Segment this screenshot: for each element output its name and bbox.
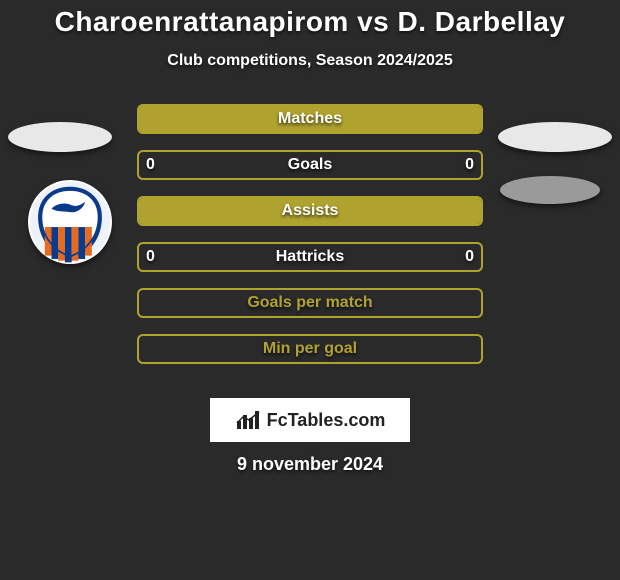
bar-chart-icon [235,409,261,431]
stat-bar-track: Matches [137,104,483,134]
stat-row: 00Goals [0,150,620,180]
stat-row: Goals per match [0,288,620,318]
stat-bar-track: Assists [137,196,483,226]
footer-date: 9 november 2024 [0,454,620,475]
stat-row: 81Matches [0,104,620,134]
stat-label: Goals per match [139,290,481,316]
stat-bar-track: Min per goal [137,334,483,364]
stat-row: Min per goal [0,334,620,364]
stat-bar-right-fill [443,106,481,132]
stat-bar-left-fill [139,198,370,224]
stat-bar-track: Goals [137,150,483,180]
stat-bar-track: Hattricks [137,242,483,272]
stat-label: Min per goal [139,336,481,362]
stat-row: 00Hattricks [0,242,620,272]
stat-label: Goals [139,152,481,178]
stat-bar-right-fill [366,198,481,224]
stat-bar-left-fill [139,106,447,132]
page-title: Charoenrattanapirom vs D. Darbellay [0,0,620,38]
stat-label: Hattricks [139,244,481,270]
stat-row: 21Assists [0,196,620,226]
page-subtitle: Club competitions, Season 2024/2025 [0,52,620,70]
branding-banner[interactable]: FcTables.com [210,398,410,442]
branding-text: FcTables.com [267,410,386,431]
stat-bar-track: Goals per match [137,288,483,318]
